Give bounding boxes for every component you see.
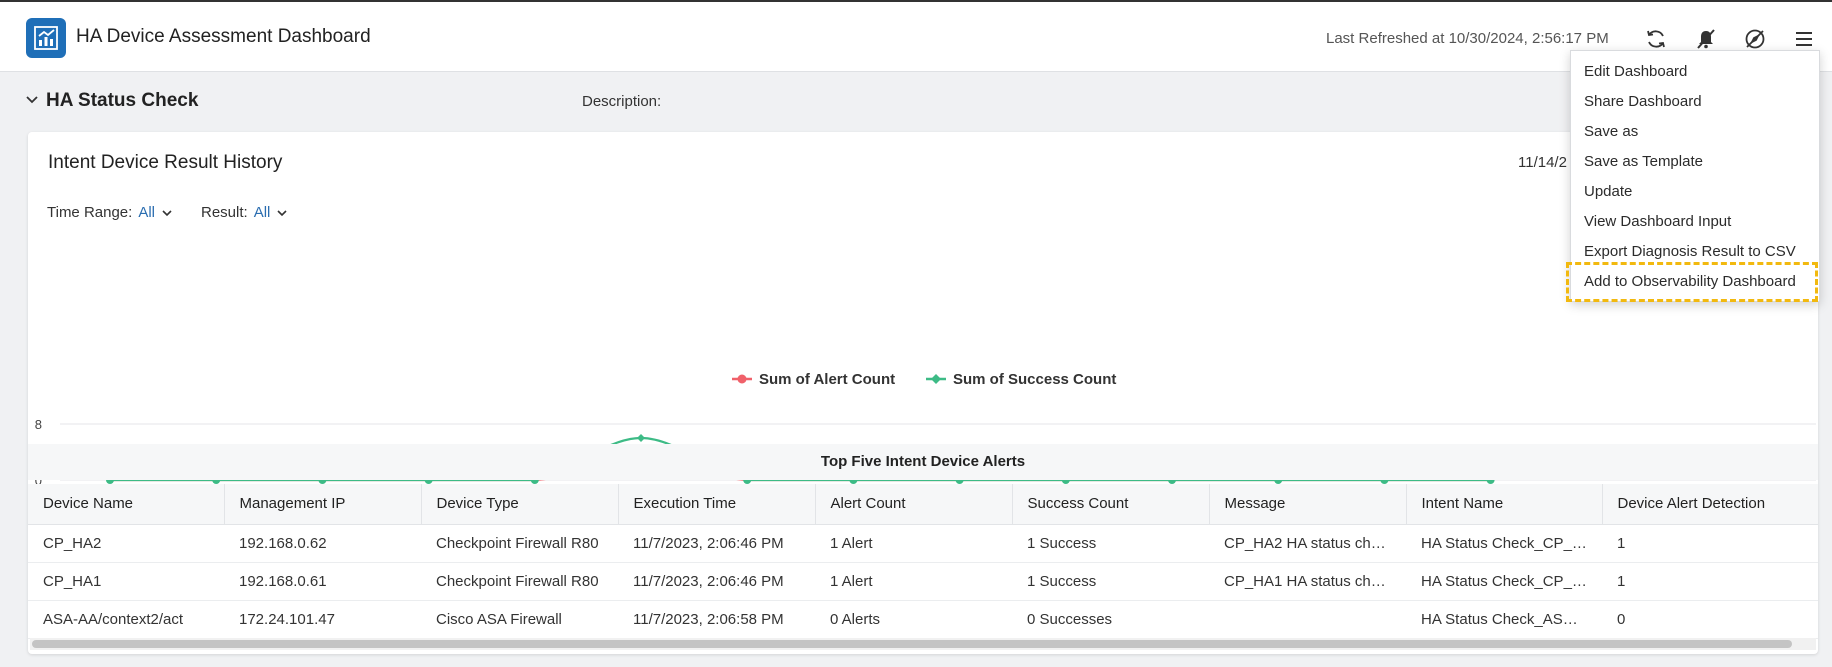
last-refreshed-text: Last Refreshed at 10/30/2024, 2:56:17 PM: [1326, 30, 1609, 47]
time-range-value[interactable]: All: [138, 204, 155, 221]
chevron-down-icon[interactable]: [161, 207, 173, 219]
table-cell: 11/7/2023, 2:06:46 PM: [618, 562, 815, 601]
y-tick-label: 0: [35, 473, 42, 488]
legend-label: Sum of Success Count: [953, 371, 1116, 388]
dashboard-chart-icon: [26, 18, 66, 58]
data-point: [637, 434, 645, 442]
table-row[interactable]: CP_HA1 192.168.0.61 Checkpoint Firewall R8…: [28, 562, 1818, 601]
hamburger-menu-icon[interactable]: [1791, 26, 1817, 52]
legend-swatch-marker: [931, 374, 941, 384]
column-header[interactable]: Device Alert Detection: [1602, 484, 1818, 525]
menu-item-save-as-template[interactable]: Save as Template: [1584, 153, 1703, 170]
table-row[interactable]: CP_HA2 192.168.0.62 Checkpoint Firewall R8…: [28, 524, 1818, 563]
table-caption: Top Five Intent Device Alerts: [28, 444, 1818, 480]
table-cell: CP_HA2 HA status changed: [1209, 524, 1406, 563]
column-header[interactable]: Alert Count: [815, 484, 1013, 525]
bell-off-icon[interactable]: [1693, 26, 1719, 52]
refresh-icon[interactable]: [1643, 26, 1669, 52]
menu-item-save-as[interactable]: Save as: [1584, 123, 1639, 140]
chevron-down-icon[interactable]: [24, 92, 40, 108]
table-cell: 172.24.101.47: [224, 600, 421, 639]
table-cell: CP_HA1 HA status changed: [1209, 562, 1406, 601]
table-cell: [1209, 600, 1406, 639]
table-cell-link[interactable]: HA Status Check_CP_HA2: [1406, 524, 1602, 563]
result-label: Result:: [201, 204, 248, 221]
result-value[interactable]: All: [253, 204, 271, 221]
dashboard-menu: Edit Dashboard Share Dashboard Save as Save…: [1566, 50, 1820, 302]
table-cell-link[interactable]: HA Status Check_ASA-AA/context2/act: [1406, 600, 1602, 639]
table-cell-link[interactable]: 1 Alert: [815, 562, 1012, 601]
column-header[interactable]: Execution Time: [618, 484, 816, 525]
column-header[interactable]: Success Count: [1012, 484, 1210, 525]
table-cell: Cisco ASA Firewall: [421, 600, 618, 639]
table-cell: 0: [1602, 600, 1818, 639]
legend-swatch-marker: [737, 374, 747, 384]
table-cell-link[interactable]: HA Status Check_CP_HA1: [1406, 562, 1602, 601]
card-title: Intent Device Result History: [48, 152, 283, 173]
result-history-card: Intent Device Result History 11/14/2 Tim…: [28, 132, 1818, 654]
menu-item-edit-dashboard[interactable]: Edit Dashboard: [1584, 63, 1688, 80]
description-label: Description:: [582, 93, 662, 110]
table-cell: 1 Success: [1012, 562, 1209, 601]
compass-off-icon[interactable]: [1742, 26, 1768, 52]
table-cell: 1: [1602, 562, 1818, 601]
column-header[interactable]: Device Name: [28, 484, 225, 525]
result-filter[interactable]: Result: All: [201, 204, 288, 221]
time-range-filter[interactable]: Time Range: All: [47, 204, 173, 221]
app-title: HA Device Assessment Dashboard: [76, 26, 371, 47]
table-cell: 192.168.0.61: [224, 562, 421, 601]
menu-item-share-dashboard[interactable]: Share Dashboard: [1584, 93, 1702, 110]
menu-item-view-dashboard-input[interactable]: View Dashboard Input: [1584, 213, 1732, 230]
menu-item-update[interactable]: Update: [1584, 183, 1633, 200]
series-line: [109, 436, 1491, 482]
scrollbar-thumb[interactable]: [32, 640, 1792, 648]
table-row[interactable]: ASA-AA/context2/act 172.24.101.47 Cisco AS…: [28, 600, 1818, 639]
table-cell-link[interactable]: CP_HA1: [28, 562, 224, 601]
column-header[interactable]: Device Type: [421, 484, 619, 525]
table-cell: 1: [1602, 524, 1818, 563]
table-cell: 1 Success: [1012, 524, 1209, 563]
table-cell-link[interactable]: CP_HA2: [28, 524, 224, 563]
column-header[interactable]: Message: [1209, 484, 1407, 525]
table-header-row: Device Name Management IP Device Type Execu…: [28, 484, 1818, 525]
legend-label: Sum of Alert Count: [759, 371, 895, 388]
column-header[interactable]: Management IP: [224, 484, 422, 525]
time-range-label: Time Range:: [47, 204, 133, 221]
column-header[interactable]: Intent Name: [1406, 484, 1603, 525]
card-date: 11/14/2: [1518, 154, 1567, 171]
y-tick-label: 8: [35, 417, 42, 432]
chevron-down-icon[interactable]: [276, 207, 288, 219]
menu-item-add-to-observability-dashboard[interactable]: Add to Observability Dashboard: [1566, 262, 1818, 302]
table-cell-link[interactable]: ASA-AA/context2/act: [28, 600, 224, 639]
table-cell: Checkpoint Firewall R80: [421, 562, 618, 601]
menu-item-export-diagnosis-result-to-csv[interactable]: Export Diagnosis Result to CSV: [1584, 243, 1796, 260]
table-cell: Checkpoint Firewall R80: [421, 524, 618, 563]
top-bar: HA Device Assessment Dashboard Last Refr…: [0, 0, 1832, 72]
table-cell: 11/7/2023, 2:06:46 PM: [618, 524, 815, 563]
table-cell: 192.168.0.62: [224, 524, 421, 563]
alerts-table: Device Name Management IP Device Type Execu…: [28, 484, 1818, 639]
table-cell-link[interactable]: 1 Alert: [815, 524, 1012, 563]
horizontal-scrollbar[interactable]: [30, 638, 1816, 650]
section-title: HA Status Check: [46, 90, 199, 111]
table-cell: 0 Successes: [1012, 600, 1209, 639]
table-cell: 11/7/2023, 2:06:58 PM: [618, 600, 815, 639]
table-cell-link[interactable]: 0 Alerts: [815, 600, 1012, 639]
